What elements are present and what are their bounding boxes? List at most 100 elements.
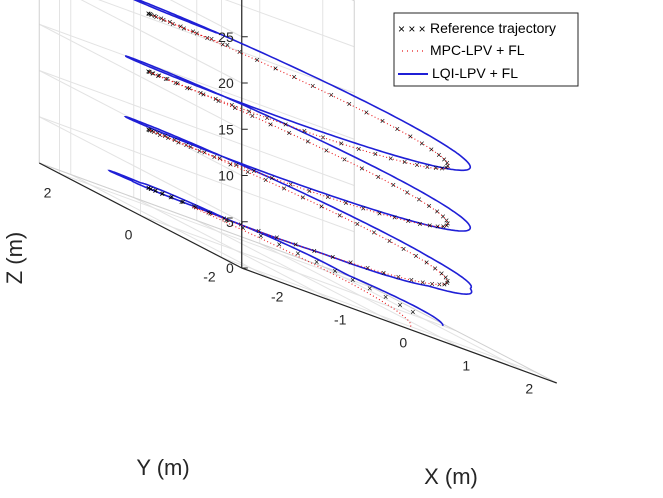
reference-marker: × — [274, 233, 279, 243]
grid-line-z-back — [224, 0, 355, 48]
reference-marker: × — [433, 163, 438, 173]
reference-marker: × — [146, 183, 151, 193]
reference-marker: × — [175, 78, 180, 88]
reference-marker: × — [176, 137, 181, 147]
reference-marker: × — [434, 207, 439, 217]
reference-marker: × — [146, 125, 151, 135]
reference-marker: × — [433, 263, 438, 273]
axes-box — [38, 0, 557, 384]
reference-marker: × — [339, 138, 344, 148]
grid-line-z-back — [98, 0, 355, 94]
x-axis-label: X (m) — [424, 464, 478, 489]
reference-marker: × — [355, 219, 360, 229]
reference-marker: × — [149, 126, 154, 136]
grid-line-z-side — [169, 0, 242, 38]
reference-marker: × — [443, 163, 448, 173]
legend: × × × Reference trajectory MPC-LPV + FL … — [393, 12, 579, 87]
reference-marker: × — [307, 186, 312, 196]
reference-marker: × — [330, 252, 335, 262]
reference-marker: × — [220, 40, 225, 50]
reference-marker: × — [152, 186, 157, 196]
y-tick-label: -2 — [203, 269, 216, 285]
reference-marker: × — [319, 201, 324, 211]
reference-marker: × — [442, 279, 447, 289]
reference-marker: × — [405, 216, 410, 226]
reference-marker: × — [217, 154, 222, 164]
reference-marker: × — [246, 106, 251, 116]
z-axis-label: Z (m) — [2, 232, 27, 285]
reference-marker: × — [302, 126, 307, 136]
reference-marker: × — [149, 10, 154, 20]
reference-marker: × — [148, 184, 153, 194]
reference-marker: × — [181, 23, 186, 33]
reference-marker: × — [361, 204, 366, 214]
reference-marker: × — [277, 240, 282, 250]
reference-marker: × — [160, 188, 165, 198]
reference-marker: × — [381, 268, 386, 278]
reference-marker: × — [359, 163, 364, 173]
reference-marker: × — [148, 9, 153, 19]
y-axis-line — [38, 162, 243, 269]
reference-marker: × — [225, 40, 230, 50]
z-tick-label: 10 — [218, 168, 234, 184]
reference-marker: × — [436, 150, 441, 160]
reference-marker: × — [402, 157, 407, 167]
box-edge — [39, 162, 355, 279]
reference-marker: × — [190, 27, 195, 37]
reference-marker: × — [192, 202, 197, 212]
reference-marker: × — [250, 111, 255, 121]
reference-marker: × — [206, 207, 211, 217]
reference-marker: × — [273, 63, 278, 73]
reference-marker: × — [435, 221, 440, 231]
reference-marker: × — [417, 219, 422, 229]
reference-marker: × — [439, 268, 444, 278]
reference-marker: × — [159, 189, 164, 199]
reference-marker: × — [180, 197, 185, 207]
z-tick-label: 0 — [226, 260, 234, 276]
reference-marker: × — [187, 83, 192, 93]
reference-marker: × — [377, 208, 382, 218]
reference-marker: × — [193, 202, 198, 212]
reference-marker: × — [179, 197, 184, 207]
reference-marker: × — [305, 137, 310, 147]
reference-marker: × — [194, 28, 199, 38]
reference-marker: × — [391, 180, 396, 190]
reference-marker: × — [293, 239, 298, 249]
reference-marker: × — [426, 201, 431, 211]
reference-marker: × — [367, 284, 372, 294]
reference-marker: × — [152, 11, 157, 21]
reference-marker: × — [395, 124, 400, 134]
reference-marker: × — [223, 215, 228, 225]
reference-marker: × — [371, 228, 376, 238]
reference-marker: × — [201, 89, 206, 99]
reference-marker: × — [439, 163, 444, 173]
reference-marker: × — [380, 116, 385, 126]
reference-marker: × — [146, 8, 151, 18]
z-tick-label: 20 — [218, 75, 234, 91]
reference-marker: × — [287, 128, 292, 138]
reference-marker: × — [373, 149, 378, 159]
reference-marker: × — [240, 223, 245, 233]
reference-marker: × — [314, 257, 319, 267]
reference-marker: × — [157, 71, 162, 81]
grid-line-z-side — [39, 23, 242, 130]
y-tick-label: 2 — [44, 185, 52, 201]
reference-marker: × — [172, 135, 177, 145]
reference-marker: × — [168, 192, 173, 202]
reference-marker: × — [420, 278, 425, 288]
reference-marker: × — [269, 173, 274, 183]
reference-marker: × — [404, 188, 409, 198]
grid-line-z-back — [39, 116, 355, 233]
reference-marker: × — [392, 213, 397, 223]
reference-marker: × — [178, 21, 183, 31]
reference-marker: × — [348, 258, 353, 268]
reference-marker: × — [146, 125, 151, 135]
reference-marker: × — [221, 213, 226, 223]
reference-marker: × — [146, 183, 151, 193]
reference-marker: × — [300, 192, 305, 202]
reference-marker: × — [441, 221, 446, 231]
reference-marker: × — [208, 209, 213, 219]
legend-mpc-label: MPC-LPV + FL — [430, 42, 525, 58]
reference-marker: × — [213, 94, 218, 104]
